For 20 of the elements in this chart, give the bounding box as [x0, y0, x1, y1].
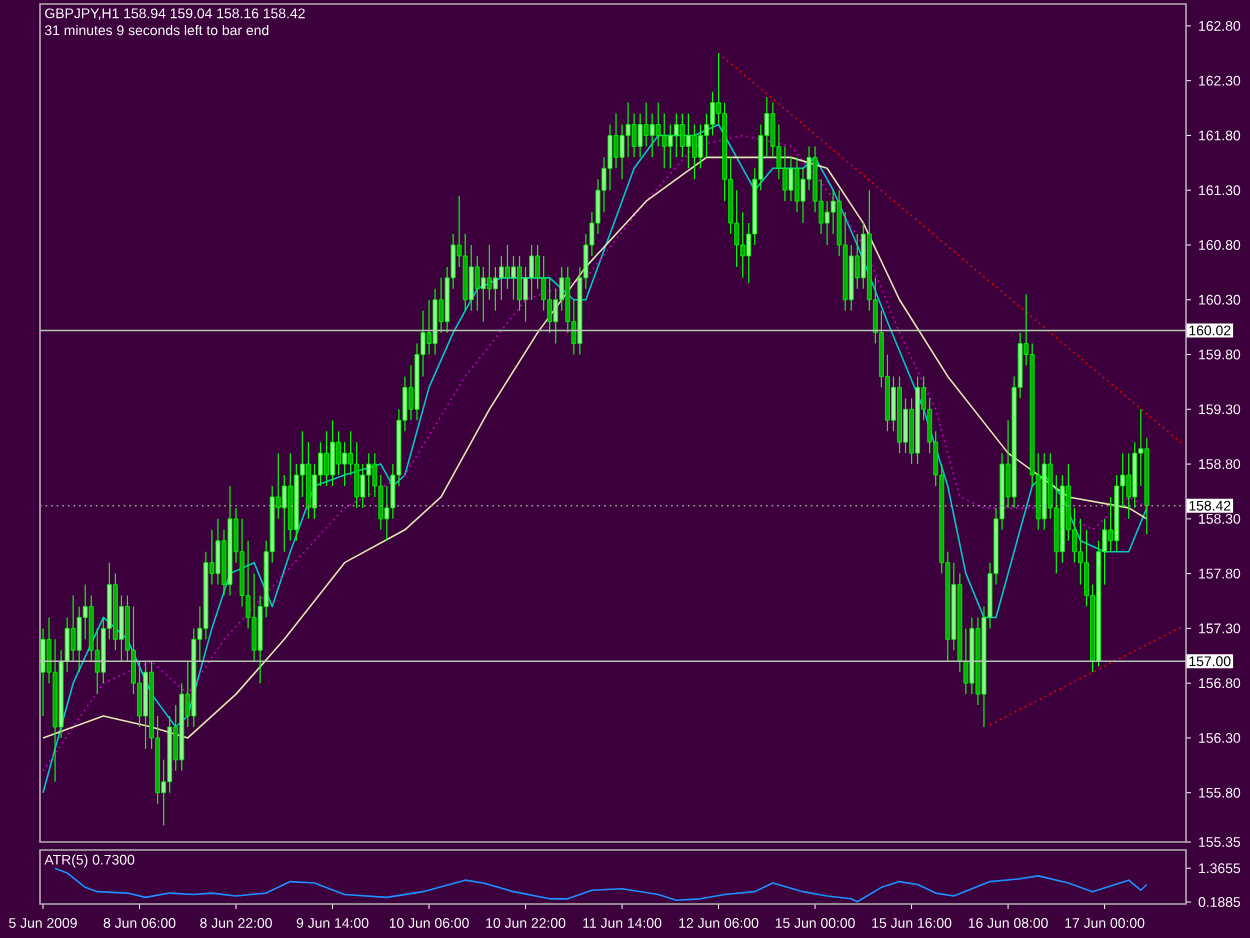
candlestick	[649, 112, 655, 158]
candlestick	[505, 244, 510, 290]
candlestick	[613, 112, 619, 169]
candlestick	[468, 244, 474, 312]
candlestick	[486, 244, 492, 301]
candlestick	[511, 255, 516, 301]
line-series	[54, 867, 1148, 903]
candlestick	[686, 112, 691, 169]
candlestick	[70, 594, 76, 662]
candlestick	[342, 441, 347, 487]
candlestick	[330, 419, 335, 487]
candlestick	[788, 156, 794, 202]
candlestick	[1126, 452, 1132, 520]
candlestick	[215, 518, 221, 586]
candlestick	[426, 299, 432, 356]
candlestick	[643, 101, 649, 148]
candlestick	[40, 627, 46, 717]
candlestick	[143, 660, 148, 750]
candlestick	[324, 430, 329, 487]
candlestick	[480, 266, 486, 323]
